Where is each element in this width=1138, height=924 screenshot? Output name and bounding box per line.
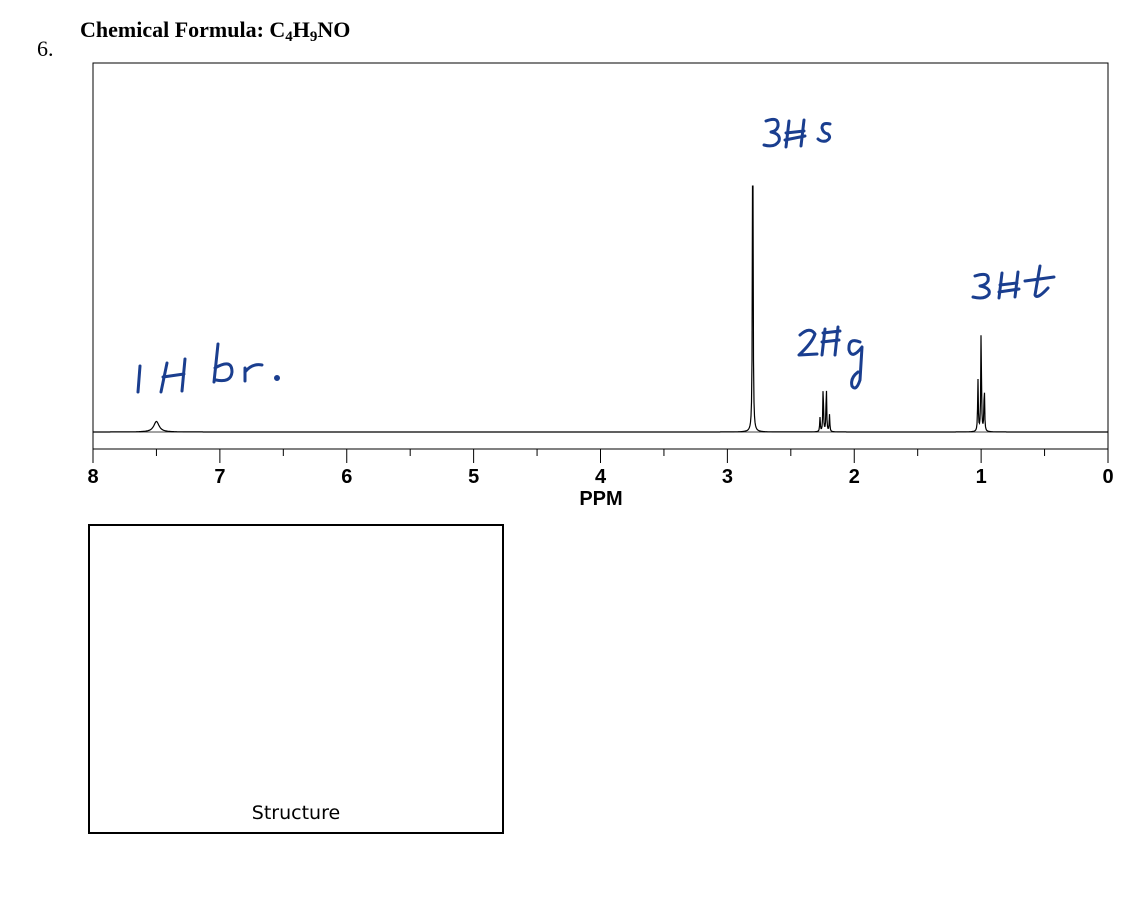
annotation-1h-br: [136, 342, 280, 394]
formula-element: NO: [317, 17, 351, 42]
formula: C4H9NO: [269, 17, 351, 45]
annotation-3h-s: [762, 117, 832, 149]
structure-label: Structure: [251, 802, 341, 824]
axis-tick-labels: 8 7 6 5 4 3 2 1 0: [87, 466, 1113, 488]
x-tick-label: 8: [87, 466, 98, 488]
x-tick-label: 6: [341, 466, 352, 488]
structure-answer-box[interactable]: Structure: [88, 524, 504, 834]
x-tick-label: 7: [214, 466, 225, 488]
annotation-2h-q: [797, 325, 864, 390]
x-axis-label: PPM: [579, 488, 622, 510]
formula-subscript: 9: [309, 29, 318, 45]
x-tick-label: 4: [595, 466, 607, 488]
x-tick-label: 2: [849, 466, 860, 488]
x-tick-label: 1: [976, 466, 987, 488]
spectrum-trace: [93, 185, 1108, 433]
plot-frame: [92, 62, 1109, 450]
x-tick-label: 5: [468, 466, 479, 488]
formula-prefix: Chemical Formula:: [80, 17, 270, 42]
x-tick-label: 0: [1102, 466, 1113, 488]
chemical-formula-title: Chemical Formula: C4H9NO: [80, 17, 350, 46]
formula-element: C: [269, 17, 286, 42]
formula-subscript: 4: [285, 29, 293, 45]
formula-element: H: [292, 17, 310, 42]
question-number: 6.: [37, 36, 54, 61]
annotation-3h-t: [971, 264, 1056, 300]
axis-ticks: [92, 449, 1109, 463]
x-tick-label: 3: [722, 466, 733, 488]
